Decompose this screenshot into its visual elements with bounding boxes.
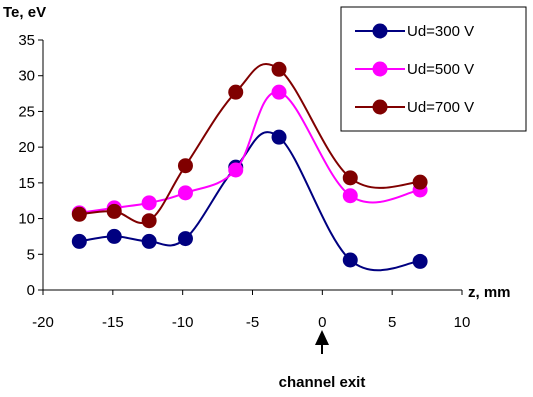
data-point [71,206,87,222]
data-point [177,158,193,174]
channel-exit-annotation: channel exit [279,330,366,391]
x-tick-label: 0 [318,314,326,331]
y-tick-label: 5 [27,246,35,263]
x-tick-label: -20 [32,314,54,331]
series-line [79,131,421,272]
x-axis-title: z, mm [468,284,511,301]
series-1 [71,129,428,272]
y-tick-label: 10 [18,211,35,228]
legend-marker [372,23,388,39]
data-point [342,252,358,268]
data-point [177,231,193,247]
data-point [106,228,122,244]
data-point [106,203,122,219]
data-point [71,233,87,249]
y-tick-label: 25 [18,103,35,120]
x-tick-label: 10 [454,314,471,331]
legend-items: Ud=300 V Ud=500 V Ud=700 V [355,23,474,116]
data-point [412,174,428,190]
channel-exit-label: channel exit [279,374,366,391]
data-point [177,185,193,201]
legend-marker [372,99,388,115]
data-point [271,61,287,77]
series-layer [71,61,428,272]
legend-label: Ud=300 V [407,23,474,40]
data-point [228,162,244,178]
data-point [271,129,287,145]
legend-item: Ud=500 V [355,61,474,78]
data-point [412,253,428,269]
data-point [342,188,358,204]
channel-exit-arrow-head [315,330,329,345]
data-point [342,170,358,186]
legend-label: Ud=500 V [407,61,474,78]
legend-item: Ud=300 V [355,23,474,40]
x-tick-label: 5 [388,314,396,331]
x-tick-label: -15 [102,314,124,331]
legend-marker [372,61,388,77]
y-tick-label: 30 [18,68,35,85]
series-3 [71,61,428,229]
data-point [141,213,157,229]
legend-item: Ud=700 V [355,99,474,116]
data-point [141,195,157,211]
data-point [228,84,244,100]
data-point [271,84,287,100]
y-tick-label: 0 [27,282,35,299]
x-tick-label: -5 [246,314,259,331]
y-tick-label: 15 [18,175,35,192]
legend: Ud=300 V Ud=500 V Ud=700 V [340,6,527,132]
y-tick-label: 35 [18,32,35,49]
y-axis-title: Te, eV [3,4,46,21]
legend-label: Ud=700 V [407,99,474,116]
ticks: 0 5 10 15 20 25 30 35 -20 -15 -10 -5 0 5 10 [18,32,470,331]
y-tick-label: 20 [18,139,35,156]
data-point [141,233,157,249]
x-tick-label: -10 [172,314,194,331]
